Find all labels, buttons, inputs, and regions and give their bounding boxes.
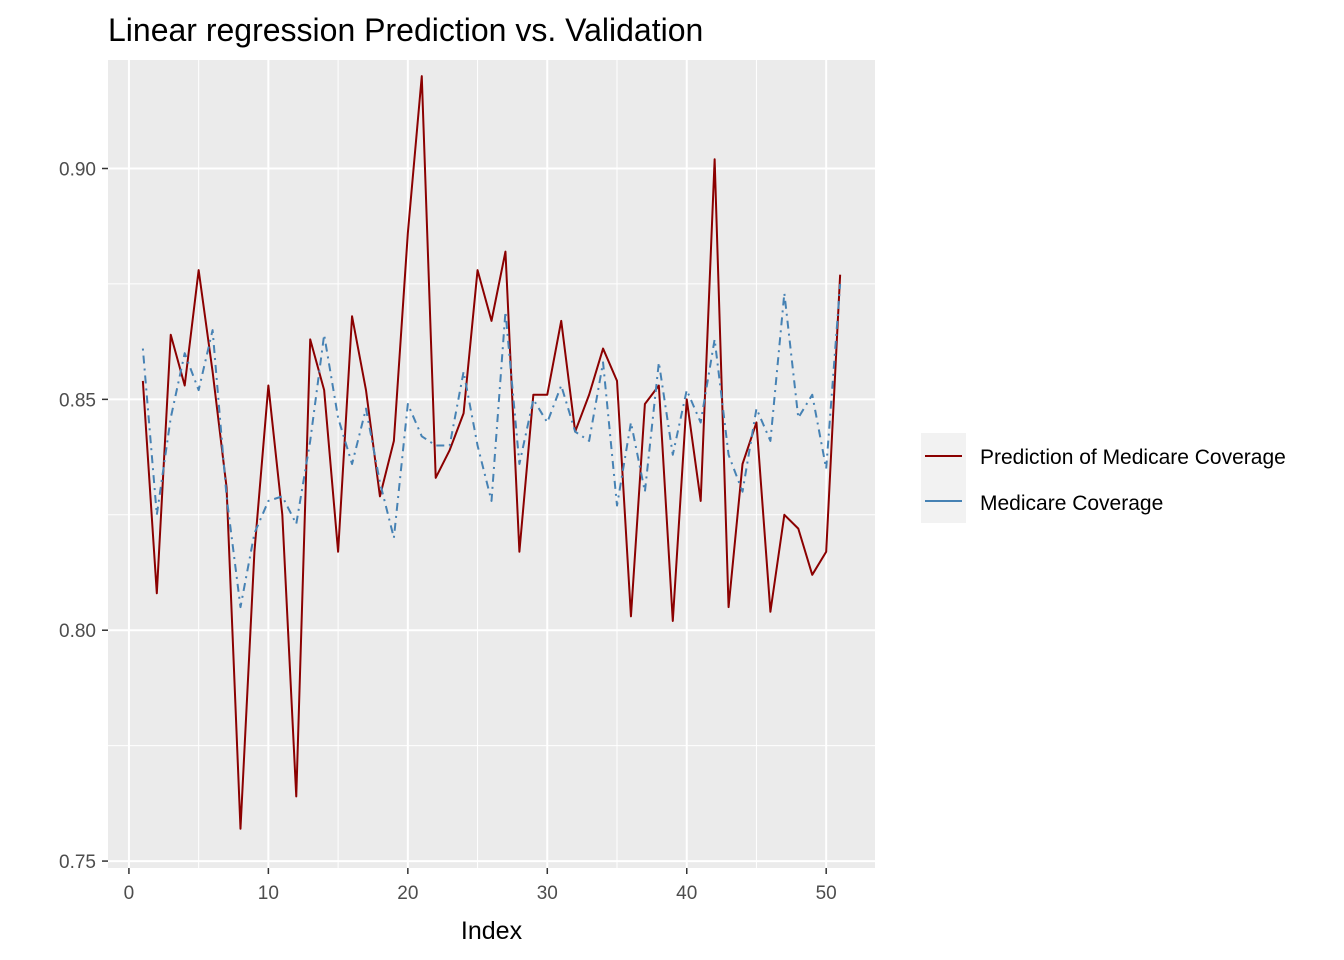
series-line-medicare-coverage xyxy=(141,283,842,609)
x-tick-label: 0 xyxy=(124,883,135,904)
axis-tick-labels: 0 10 20 30 40 50 0.75 0.80 0.85 0.90 xyxy=(59,160,837,904)
x-tick-label: 30 xyxy=(537,883,558,904)
grid-minor xyxy=(108,60,875,868)
x-axis-title: Index xyxy=(461,917,523,945)
chart-title: Linear regression Prediction vs. Validat… xyxy=(108,12,703,48)
x-tick-label: 50 xyxy=(816,883,837,904)
y-tick-label: 0.75 xyxy=(59,852,96,873)
legend-label-medicare-coverage: Medicare Coverage xyxy=(980,492,1163,515)
x-tick-label: 40 xyxy=(676,883,697,904)
series-layer xyxy=(141,75,842,830)
y-tick-label: 0.85 xyxy=(59,390,96,411)
y-tick-label: 0.90 xyxy=(59,160,96,181)
legend-label-prediction: Prediction of Medicare Coverage xyxy=(980,446,1286,469)
y-tick-label: 0.80 xyxy=(59,621,96,642)
axis-ticks xyxy=(102,167,827,874)
x-tick-label: 20 xyxy=(397,883,418,904)
x-tick-label: 10 xyxy=(258,883,279,904)
legend: Prediction of Medicare Coverage Medicare… xyxy=(921,433,1286,523)
series-line-prediction xyxy=(141,75,842,830)
